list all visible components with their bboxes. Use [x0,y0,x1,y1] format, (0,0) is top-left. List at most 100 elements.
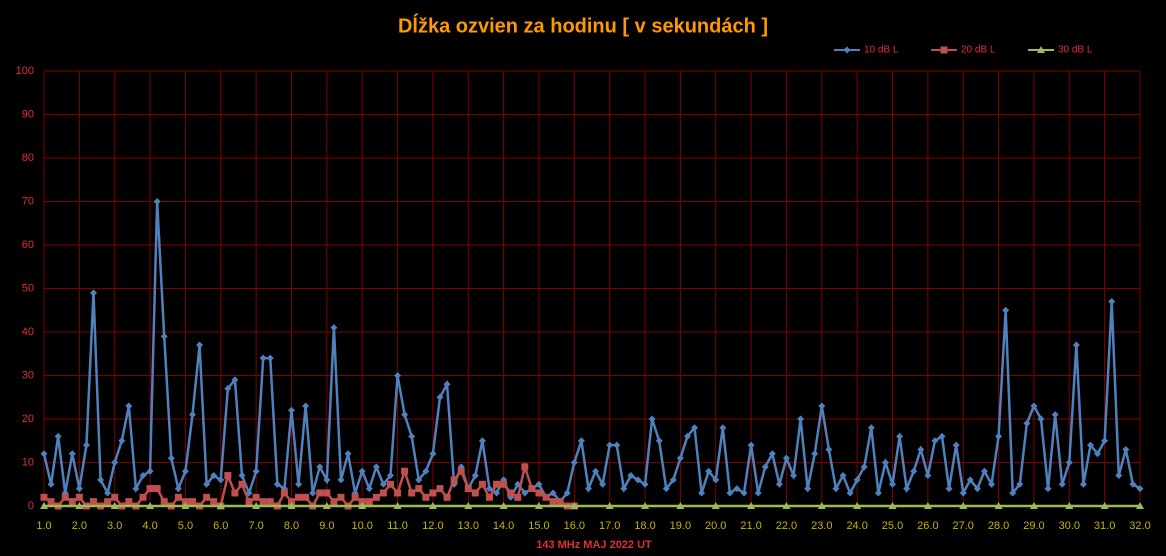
point [386,472,394,480]
point [330,498,338,506]
point [337,493,345,501]
point [811,450,819,458]
point [570,459,578,466]
point [401,411,409,419]
point [309,489,317,497]
point [231,489,239,497]
point [160,332,168,340]
point [521,463,529,471]
point [316,463,324,471]
point [485,485,493,493]
point [422,467,430,475]
point [747,502,756,509]
x-tick-label: 13.0 [458,520,479,532]
point [1058,480,1066,488]
point [82,441,90,449]
point [988,480,996,488]
point [712,476,720,484]
point [337,476,345,484]
legend-label: 30 dB L [1058,45,1093,56]
point [302,402,310,410]
point [1016,480,1024,488]
point [1115,472,1123,480]
point [959,489,967,497]
point [386,480,394,488]
point [1037,415,1045,423]
point [952,441,960,449]
point [139,472,147,480]
point [146,502,155,509]
x-tick-label: 3.0 [107,520,122,532]
y-tick-label: 60 [22,239,34,251]
point [287,406,295,414]
point [1029,502,1038,509]
point [945,485,953,493]
point [853,476,861,484]
point [330,324,338,332]
point [641,480,649,488]
point [549,489,557,497]
point [507,489,515,497]
point [181,467,189,475]
point [641,502,650,509]
x-tick-label: 31.0 [1094,520,1115,532]
point [40,502,48,509]
point [111,459,119,466]
point [1065,502,1074,509]
point [104,498,112,506]
chart-title: Dĺžka ozvien za hodinu [ v sekundách ] [398,13,768,37]
point [726,489,734,497]
point [464,502,473,509]
point [68,450,76,458]
point [485,493,493,501]
point [676,454,684,462]
x-tick-label: 11.0 [387,520,408,532]
point [443,380,451,388]
point [903,485,911,493]
point [839,472,847,480]
y-tick-label: 0 [28,500,34,512]
point [365,498,373,506]
point [499,502,508,509]
point [394,489,402,497]
point [443,493,451,501]
point [231,376,239,384]
point [252,467,260,475]
point [146,467,154,475]
point [188,411,196,419]
point [259,354,267,362]
point [436,393,444,401]
point [500,480,508,488]
point [252,502,261,509]
x-tick-label: 10.0 [351,520,372,532]
point [514,493,522,501]
y-tick-label: 90 [22,108,34,120]
point [535,489,543,497]
point [931,437,939,445]
point [167,454,175,462]
point [676,502,685,509]
point [203,493,211,501]
point [464,485,472,493]
point [132,485,140,493]
point [910,467,918,475]
x-tick-label: 2.0 [72,520,87,532]
point [1037,46,1045,53]
point [613,441,621,449]
point [556,498,564,506]
point [322,502,331,509]
x-tick-label: 6.0 [213,520,228,532]
point [1087,441,1095,449]
x-tick-label: 20.0 [705,520,726,532]
point [436,485,444,493]
point [54,432,62,440]
point [923,502,932,509]
point [344,450,352,458]
x-tick-label: 23.0 [811,520,832,532]
point [203,480,211,488]
point [888,502,897,509]
point [627,472,635,480]
point [1044,485,1052,493]
point [940,46,948,54]
